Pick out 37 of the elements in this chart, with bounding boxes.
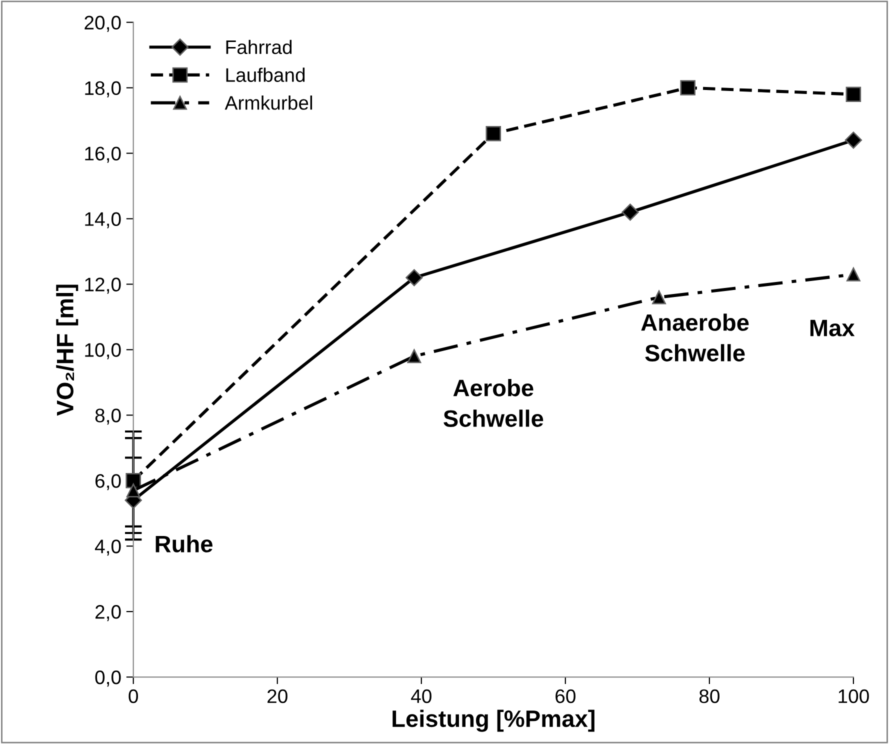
point (680, 80, 696, 96)
y-tick-label: 10,0 (85, 343, 121, 360)
annotation: Max (810, 320, 855, 336)
legend-label: Fahrrad (226, 40, 292, 54)
annotation: Anaerobe Schwelle (641, 314, 749, 362)
x-tick-label: 40 (411, 689, 432, 704)
x-tick-label: 0 (128, 689, 138, 704)
y-tick-label: 2,0 (95, 605, 121, 622)
y-tick-label: 6,0 (96, 474, 121, 490)
point (652, 290, 666, 304)
point (126, 484, 140, 498)
point (126, 472, 141, 488)
y-tick-label: 0,0 (95, 670, 121, 687)
y-axis-title: VO₂/HF [ml] (56, 284, 78, 416)
x-tick-label: 60 (556, 689, 576, 704)
x-tick-label: 100 (838, 689, 869, 704)
point (846, 86, 862, 102)
y-tick-label: 18,0 (85, 81, 121, 98)
y-tick-label: 14,0 (85, 212, 121, 228)
annotation: Ruhe (156, 535, 212, 552)
point (844, 132, 862, 149)
x-tick-label: 20 (268, 689, 288, 704)
legend-label: Laufband (226, 68, 305, 82)
y-tick-label: 20,0 (84, 16, 121, 32)
point (407, 349, 422, 364)
y-tick-label: 16,0 (85, 146, 121, 163)
x-axis-title: Leistung [%Pmax] (392, 710, 594, 732)
legend-label: Armkurbel (224, 96, 312, 110)
y-tick-label: 8,0 (95, 408, 121, 425)
point (406, 269, 423, 286)
point (486, 126, 502, 142)
point (846, 267, 860, 282)
point (622, 204, 639, 221)
annotation: Aerobe Schwelle (444, 379, 544, 427)
x-tick-label: 80 (699, 689, 720, 704)
y-tick-label: 12,0 (85, 278, 121, 294)
y-tick-label: 4,0 (94, 540, 121, 556)
